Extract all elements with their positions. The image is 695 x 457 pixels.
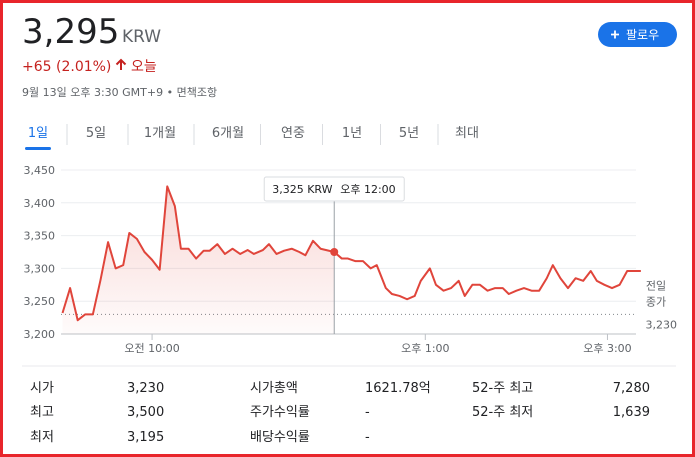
stat-label: 최고	[30, 405, 54, 420]
follow-label[interactable]: 팔로우	[626, 28, 659, 42]
tab[interactable]: 5일	[86, 126, 106, 141]
x-tick-label: 오전 10:00	[124, 342, 179, 355]
tab[interactable]: 연중	[281, 126, 305, 141]
stat-label: 주가수익률	[250, 405, 310, 420]
stat-value: 1621.78억	[365, 381, 431, 396]
stat-label: 배당수익률	[250, 430, 310, 445]
x-tick-label: 오후 1:00	[401, 342, 449, 355]
stat-label: 52-주 최저	[472, 405, 533, 420]
stat-value: 3,230	[127, 381, 164, 396]
tooltip-value: 3,325 KRW	[272, 183, 332, 196]
tooltip-time: 오후 12:00	[340, 183, 395, 196]
y-tick-label: 3,250	[24, 295, 56, 308]
previous-close-value: 3,230	[646, 318, 678, 331]
stat-value: -	[365, 430, 370, 445]
stat-label: 시가총액	[250, 381, 298, 396]
stat-label: 52-주 최고	[472, 381, 533, 396]
tab-underline	[25, 147, 51, 150]
x-tick-label: 오후 3:00	[583, 342, 631, 355]
period: 오늘	[131, 59, 157, 75]
tooltip-box	[263, 176, 405, 202]
previous-close-label: 종가	[646, 295, 666, 308]
plus-icon	[611, 30, 619, 39]
follow-button-bg[interactable]	[598, 22, 677, 47]
y-tick-label: 3,200	[24, 328, 56, 341]
hover-area	[62, 186, 335, 334]
previous-close-label: 전일	[646, 278, 666, 292]
y-tick-label: 3,300	[24, 262, 56, 275]
y-tick-label: 3,450	[24, 164, 56, 177]
tab[interactable]: 1일	[28, 126, 48, 141]
stat-value: 3,500	[127, 405, 164, 420]
tab[interactable]: 최대	[455, 126, 479, 141]
tab[interactable]: 6개월	[212, 126, 244, 141]
timestamp: 9월 13일 오후 3:30 GMT+9	[22, 85, 163, 99]
price-line	[61, 185, 641, 322]
disclaimer[interactable]: 면책조항	[177, 86, 217, 99]
stat-label: 시가	[30, 381, 54, 396]
currency: KRW	[122, 27, 161, 47]
up-arrow	[115, 58, 127, 70]
stat-label: 최저	[30, 430, 54, 445]
tab[interactable]: 1개월	[144, 126, 176, 141]
stat-value: 7,280	[613, 381, 650, 396]
stat-value: -	[365, 405, 370, 420]
timestamp-line: 9월 13일 오후 3:30 GMT+9 • 면책조항	[22, 85, 217, 99]
stat-value: 3,195	[127, 430, 164, 445]
y-tick-label: 3,350	[24, 230, 56, 243]
separator: •	[163, 86, 176, 99]
price: 3,295	[22, 12, 119, 52]
stat-value: 1,639	[613, 405, 650, 420]
tab[interactable]: 1년	[342, 126, 362, 141]
tab[interactable]: 5년	[399, 126, 419, 141]
hover-point	[330, 248, 339, 256]
y-tick-label: 3,400	[24, 197, 56, 210]
change: +65 (2.01%)	[22, 59, 111, 75]
follow-button[interactable]: 팔로우	[598, 22, 677, 47]
